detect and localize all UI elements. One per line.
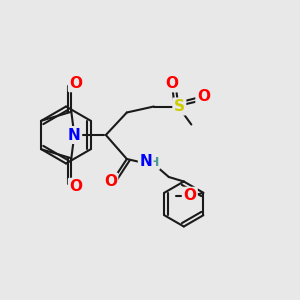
Text: O: O xyxy=(165,76,178,91)
Text: O: O xyxy=(69,179,82,194)
Text: N: N xyxy=(68,128,81,142)
Text: H: H xyxy=(148,155,159,169)
Text: O: O xyxy=(69,76,82,91)
Text: S: S xyxy=(174,99,185,114)
Text: O: O xyxy=(183,188,196,203)
Text: O: O xyxy=(197,89,210,104)
Text: O: O xyxy=(104,174,117,189)
Text: N: N xyxy=(139,154,152,169)
